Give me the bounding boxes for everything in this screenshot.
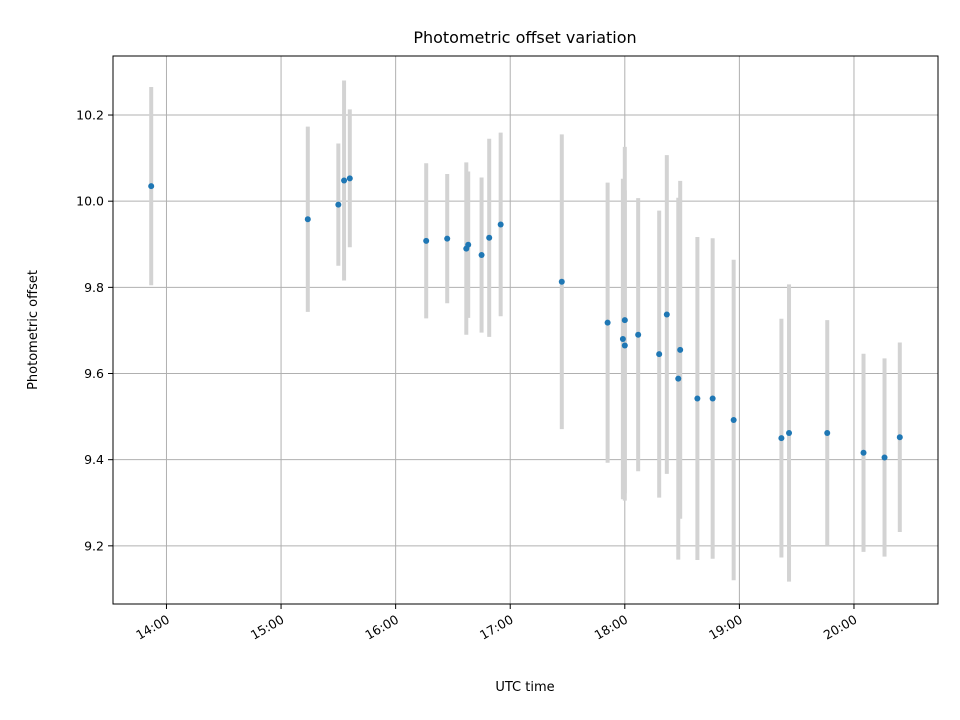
data-point	[497, 221, 504, 228]
data-point	[465, 241, 472, 248]
data-point	[444, 235, 451, 242]
data-point	[341, 177, 348, 184]
y-tick-label: 9.4	[84, 452, 104, 467]
data-point	[621, 342, 628, 349]
data-point	[621, 317, 628, 324]
data-point	[694, 395, 701, 402]
data-point	[619, 336, 626, 343]
data-point	[824, 429, 831, 436]
data-point	[709, 395, 716, 402]
data-point	[778, 435, 785, 442]
data-point	[604, 319, 611, 326]
data-point	[896, 434, 903, 441]
data-point	[304, 216, 311, 223]
data-point	[635, 331, 642, 338]
y-tick-label: 10.2	[76, 108, 104, 123]
plot-area	[113, 56, 938, 604]
plot-frame	[112, 55, 939, 605]
y-tick-label: 9.8	[84, 280, 104, 295]
data-point	[148, 183, 155, 190]
y-axis: 9.2 9.4 9.6 9.8 10.0 10.2	[76, 108, 113, 553]
y-tick-label: 10.0	[76, 194, 104, 209]
data-point	[730, 417, 737, 424]
data-point	[335, 201, 342, 208]
data-point	[881, 454, 888, 461]
grid	[113, 56, 938, 604]
data-point	[478, 252, 485, 259]
data-point	[860, 449, 867, 456]
y-tick-label: 9.6	[84, 366, 104, 381]
data-point	[558, 278, 565, 285]
data-point	[486, 234, 493, 241]
chart-title: Photometric offset variation	[413, 28, 636, 47]
data-point	[423, 237, 430, 244]
data-point	[675, 375, 682, 382]
data-point	[656, 351, 663, 358]
y-axis-label: Photometric offset	[26, 270, 41, 390]
y-tick-label: 9.2	[84, 538, 104, 553]
data-point	[346, 175, 353, 182]
data-point	[663, 311, 670, 318]
x-axis-label: UTC time	[495, 680, 554, 695]
data-point	[786, 429, 793, 436]
data-point	[677, 346, 684, 353]
data-points	[148, 175, 903, 461]
